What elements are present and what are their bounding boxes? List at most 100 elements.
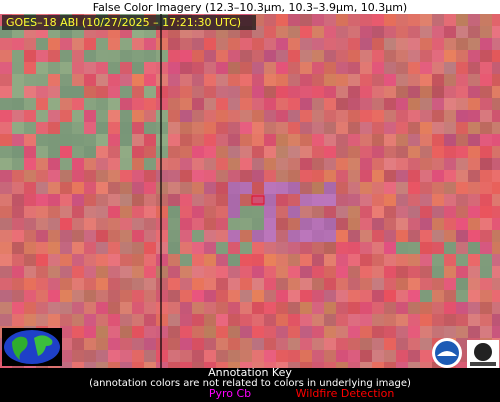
pixel-block: [432, 74, 444, 86]
pixel-block: [204, 278, 216, 290]
pixel-block: [384, 266, 396, 278]
pixel-block: [408, 158, 420, 170]
pixel-block: [144, 362, 156, 368]
pixel-block: [0, 122, 12, 134]
pixel-block: [96, 146, 108, 158]
pixel-block: [372, 134, 384, 146]
pixel-block: [144, 314, 156, 326]
pixel-block: [36, 254, 48, 266]
pixel-block: [276, 50, 288, 62]
pixel-block: [252, 170, 264, 182]
pixel-block: [432, 50, 444, 62]
pixel-block: [324, 362, 336, 368]
pixel-block: [36, 206, 48, 218]
pixel-block: [420, 50, 432, 62]
pixel-block: [336, 254, 348, 266]
pixel-block: [48, 134, 60, 146]
pixel-block: [228, 158, 240, 170]
pixel-block: [336, 62, 348, 74]
pixel-block: [360, 254, 372, 266]
pixel-block: [108, 338, 120, 350]
pixel-block: [420, 326, 432, 338]
pixel-block: [288, 86, 300, 98]
pixel-block: [228, 110, 240, 122]
pixel-block: [372, 194, 384, 206]
pixel-block: [168, 350, 180, 362]
pixel-block: [336, 326, 348, 338]
pixel-block: [468, 74, 480, 86]
pixel-block: [384, 290, 396, 302]
pixel-block: [456, 26, 468, 38]
pixel-block: [312, 62, 324, 74]
pixel-block: [408, 122, 420, 134]
pixel-block: [372, 146, 384, 158]
pixel-block: [132, 302, 144, 314]
pixel-block: [72, 62, 84, 74]
pixel-block: [456, 86, 468, 98]
pixel-block: [288, 230, 300, 242]
pixel-block: [192, 290, 204, 302]
pixel-block: [276, 338, 288, 350]
pixel-block: [300, 326, 312, 338]
pixel-block: [396, 302, 408, 314]
pixel-block: [288, 314, 300, 326]
pixel-block: [108, 170, 120, 182]
pixel-block: [252, 314, 264, 326]
pixel-block: [408, 26, 420, 38]
pixel-block: [240, 350, 252, 362]
pixel-block: [444, 278, 456, 290]
pixel-block: [312, 74, 324, 86]
pixel-block: [60, 254, 72, 266]
pixel-block: [120, 38, 132, 50]
pixel-block: [336, 242, 348, 254]
pixel-block: [156, 170, 168, 182]
pixel-block: [300, 266, 312, 278]
pixel-block: [288, 254, 300, 266]
pixel-block: [492, 110, 500, 122]
pixel-block: [192, 38, 204, 50]
pixel-block: [420, 218, 432, 230]
pixel-block: [84, 134, 96, 146]
pixel-block: [168, 194, 180, 206]
pixel-block: [36, 110, 48, 122]
pixel-block: [96, 242, 108, 254]
pixel-block: [120, 254, 132, 266]
pixel-block: [288, 158, 300, 170]
pixel-block: [84, 254, 96, 266]
pixel-block: [432, 170, 444, 182]
pixel-block: [84, 218, 96, 230]
pixel-block: [300, 146, 312, 158]
pixel-block: [492, 218, 500, 230]
pixel-block: [360, 338, 372, 350]
pixel-block: [264, 206, 276, 218]
pixel-block: [348, 194, 360, 206]
pixel-block: [408, 74, 420, 86]
pixel-block: [156, 302, 168, 314]
pixel-block: [36, 122, 48, 134]
pixel-block: [312, 218, 324, 230]
pixel-block: [204, 74, 216, 86]
pixel-block: [444, 26, 456, 38]
pixel-block: [372, 38, 384, 50]
pixel-block: [180, 170, 192, 182]
pixel-block: [96, 230, 108, 242]
pixel-block: [24, 218, 36, 230]
pixel-block: [120, 74, 132, 86]
pixel-block: [396, 194, 408, 206]
pixel-block: [84, 122, 96, 134]
pixel-block: [156, 266, 168, 278]
pixel-block: [288, 350, 300, 362]
pixel-block: [36, 290, 48, 302]
pixel-block: [456, 122, 468, 134]
pixel-block: [300, 278, 312, 290]
pixel-block: [336, 338, 348, 350]
pixel-block: [336, 170, 348, 182]
pixel-block: [72, 362, 84, 368]
pixel-block: [324, 182, 336, 194]
pixel-block: [468, 242, 480, 254]
pixel-block: [132, 362, 144, 368]
pixel-block: [396, 26, 408, 38]
pixel-block: [12, 230, 24, 242]
pixel-block: [396, 14, 408, 26]
pixel-block: [72, 218, 84, 230]
